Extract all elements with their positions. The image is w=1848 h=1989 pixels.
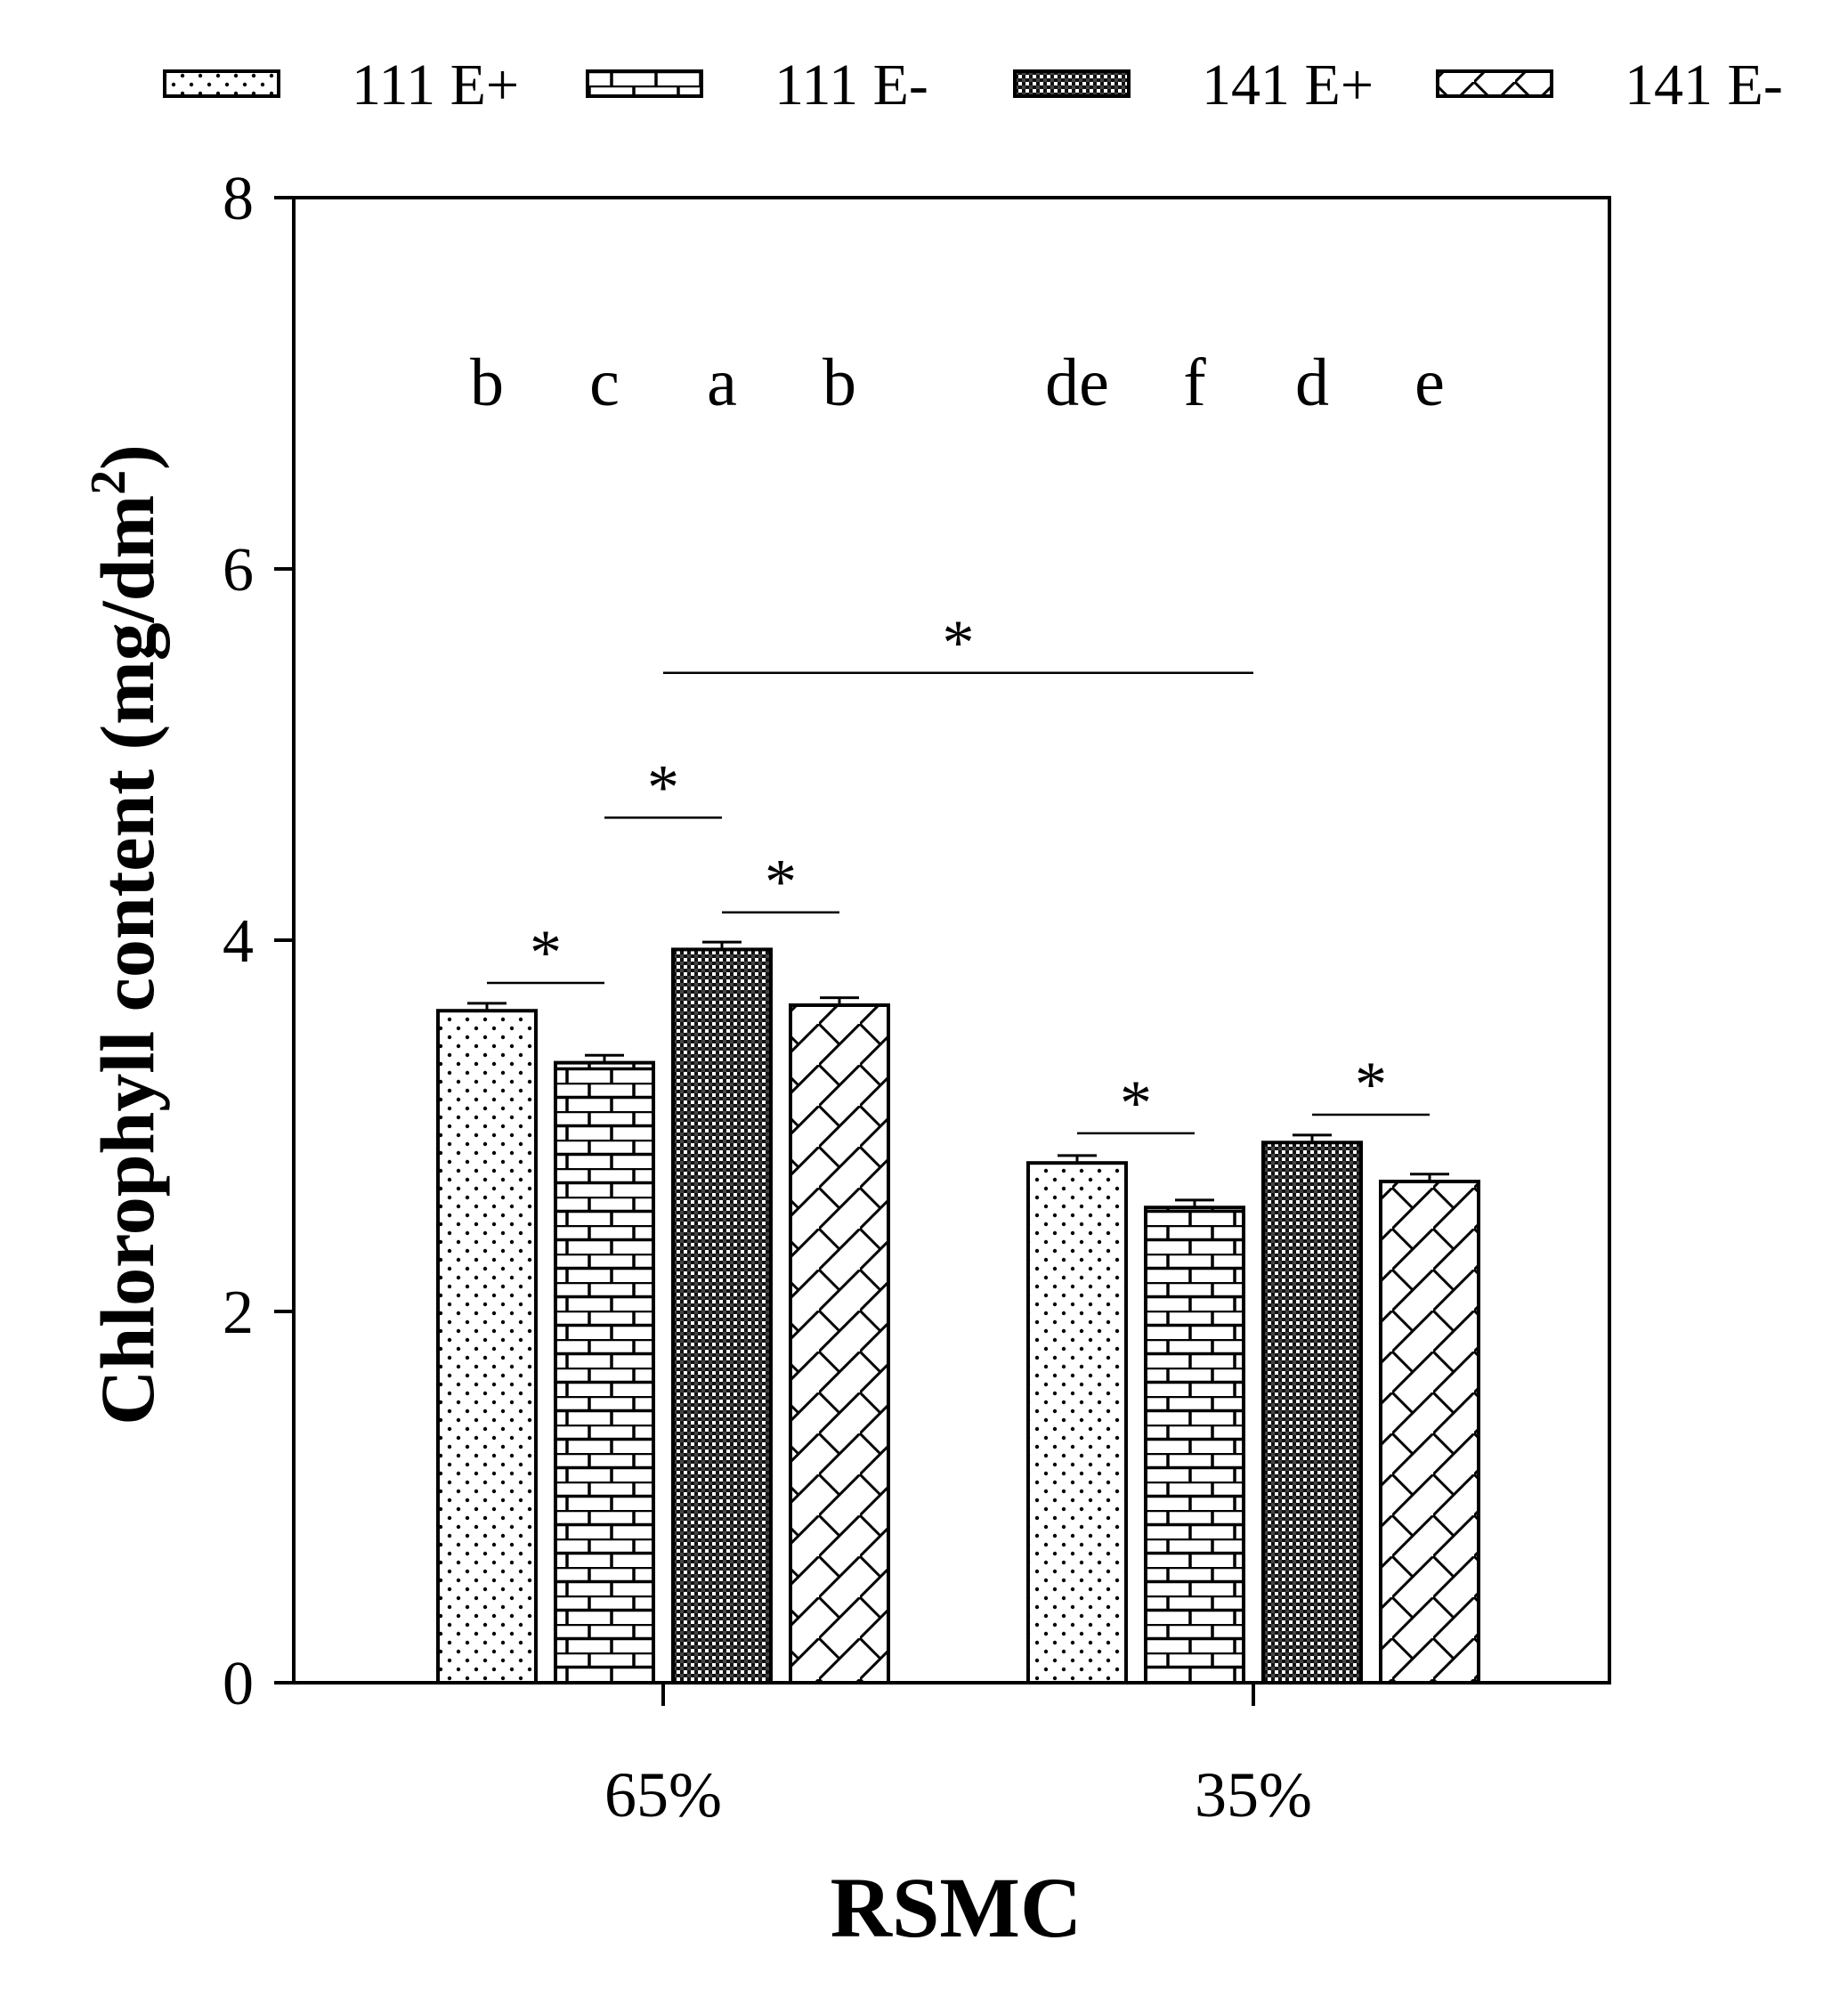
plot-area: 0 2 4 6 8 65% 35% b de c f a d b e * * * * * * — [223, 165, 1611, 1831]
legend-item: 141 E+ — [1013, 53, 1374, 118]
y-axis-label-main: Chlorophyll content (mg/dm — [85, 495, 170, 1425]
legend-label: 141 E- — [1625, 53, 1783, 118]
y-tick-label: 6 — [223, 536, 254, 605]
x-tick-label: 35% — [1195, 1759, 1312, 1831]
significance-letter: e — [1414, 345, 1445, 420]
significance-letter: b — [470, 345, 504, 420]
y-axis-label-suffix: ) — [85, 444, 170, 470]
legend-swatch — [586, 69, 703, 98]
legend-label: 141 E+ — [1202, 53, 1374, 118]
x-axis-label: RSMC — [831, 1860, 1082, 1955]
bar — [554, 1060, 655, 1685]
significance-letter: de — [1045, 345, 1109, 420]
legend-label: 111 E+ — [352, 53, 519, 118]
y-tick-label: 2 — [223, 1279, 254, 1347]
significance-star: * — [765, 847, 797, 918]
y-tick-label: 4 — [223, 907, 254, 976]
legend-label: 111 E- — [774, 53, 928, 118]
bar — [789, 1003, 890, 1685]
significance-letter: a — [707, 345, 737, 420]
legend-swatch — [163, 69, 280, 98]
significance-letter: d — [1295, 345, 1329, 420]
y-tick-label: 0 — [223, 1650, 254, 1718]
legend-item: 111 E+ — [163, 53, 519, 118]
significance-star: * — [530, 917, 562, 988]
bar — [1261, 1141, 1363, 1685]
significance-star: * — [647, 751, 679, 823]
legend-item: 141 E- — [1436, 53, 1783, 118]
bar — [436, 1009, 538, 1685]
significance-star: * — [943, 607, 975, 678]
legend-swatch — [1436, 69, 1553, 98]
legend-swatch — [1013, 69, 1131, 98]
significance-star: * — [1120, 1068, 1152, 1139]
legend: 111 E+ 111 E- 141 E+ 141 E- — [163, 53, 1783, 118]
significance-letter: c — [589, 345, 620, 420]
bar — [1144, 1206, 1245, 1685]
bar — [1379, 1180, 1480, 1685]
significance-letter: f — [1183, 345, 1206, 420]
significance-letter: b — [823, 345, 856, 420]
y-axis-label-superscript: 2 — [81, 470, 136, 495]
y-tick-label: 8 — [223, 165, 254, 233]
y-axis-label: Chlorophyll content (mg/dm2) — [81, 444, 170, 1425]
legend-item: 111 E- — [586, 53, 928, 118]
bar — [1026, 1161, 1128, 1685]
x-tick-label: 65% — [604, 1759, 722, 1831]
bar — [671, 947, 773, 1685]
significance-star: * — [1355, 1049, 1387, 1120]
